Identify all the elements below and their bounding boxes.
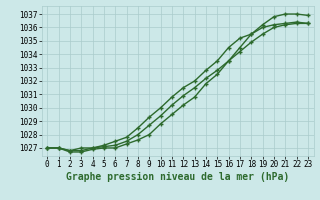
X-axis label: Graphe pression niveau de la mer (hPa): Graphe pression niveau de la mer (hPa) [66,172,289,182]
